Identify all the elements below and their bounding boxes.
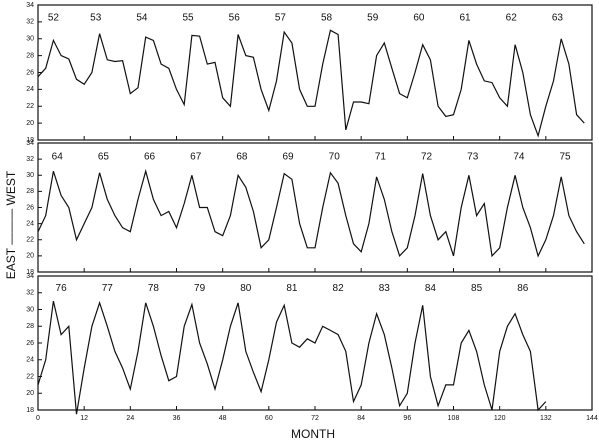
y-tick-label: 20 bbox=[26, 253, 34, 260]
y-tick-label: 34 bbox=[26, 273, 34, 280]
year-label: 69 bbox=[283, 151, 295, 162]
year-label: 74 bbox=[513, 151, 525, 162]
x-tick-label: 72 bbox=[311, 415, 319, 422]
year-label: 71 bbox=[375, 151, 387, 162]
y-tick-label: 26 bbox=[26, 69, 34, 76]
y-tick-label: 26 bbox=[26, 204, 34, 211]
x-tick-label: 132 bbox=[540, 415, 552, 422]
x-tick-label: 48 bbox=[219, 415, 227, 422]
data-line bbox=[37, 29, 585, 138]
x-tick-label: 84 bbox=[357, 415, 365, 422]
y-tick-label: 18 bbox=[26, 269, 34, 276]
year-label: 55 bbox=[182, 12, 194, 23]
y-tick-label: 24 bbox=[26, 220, 34, 227]
y-tick-label: 20 bbox=[26, 120, 34, 127]
year-label: 58 bbox=[321, 12, 333, 23]
x-tick-label: 36 bbox=[173, 415, 181, 422]
y-tick-label: 30 bbox=[26, 172, 34, 179]
x-tick-label: 0 bbox=[36, 415, 40, 422]
year-label: 75 bbox=[560, 151, 572, 162]
y-tick-label: 24 bbox=[26, 357, 34, 364]
x-tick-label: 96 bbox=[403, 415, 411, 422]
x-tick-label: 24 bbox=[126, 415, 134, 422]
y-tick-label: 34 bbox=[26, 2, 34, 9]
x-tick-label: 60 bbox=[265, 415, 273, 422]
year-label: 77 bbox=[102, 283, 114, 294]
panel-frame bbox=[37, 142, 593, 273]
x-tick-label: 144 bbox=[586, 415, 598, 422]
year-label: 86 bbox=[517, 283, 529, 294]
year-label: 80 bbox=[240, 283, 252, 294]
y-tick-label: 32 bbox=[26, 290, 34, 297]
year-label: 64 bbox=[52, 151, 64, 162]
year-label: 81 bbox=[286, 283, 298, 294]
year-label: 59 bbox=[367, 12, 379, 23]
year-label: 65 bbox=[98, 151, 110, 162]
y-tick-label: 32 bbox=[26, 19, 34, 26]
y-tick-label: 22 bbox=[26, 103, 34, 110]
year-label: 70 bbox=[329, 151, 341, 162]
y-tick-label: 22 bbox=[26, 373, 34, 380]
y-tick-label: 32 bbox=[26, 156, 34, 163]
year-label: 79 bbox=[194, 283, 206, 294]
y-tick-label: 28 bbox=[26, 188, 34, 195]
year-label: 72 bbox=[421, 151, 433, 162]
year-label: 76 bbox=[56, 283, 68, 294]
year-label: 62 bbox=[506, 12, 518, 23]
year-label: 68 bbox=[236, 151, 248, 162]
year-label: 85 bbox=[471, 283, 483, 294]
year-label: 52 bbox=[48, 12, 60, 23]
y-tick-label: 20 bbox=[26, 390, 34, 397]
year-label: 56 bbox=[229, 12, 241, 23]
y-tick-label: 18 bbox=[26, 137, 34, 144]
year-label: 53 bbox=[90, 12, 102, 23]
year-label: 54 bbox=[136, 12, 148, 23]
y-tick-label: 26 bbox=[26, 340, 34, 347]
year-label: 67 bbox=[190, 151, 202, 162]
year-label: 82 bbox=[333, 283, 345, 294]
y-tick-label: 28 bbox=[26, 52, 34, 59]
data-line bbox=[37, 168, 585, 258]
y-tick-label: 30 bbox=[26, 36, 34, 43]
year-label: 84 bbox=[425, 283, 437, 294]
x-tick-label: 12 bbox=[80, 415, 88, 422]
year-label: 83 bbox=[379, 283, 391, 294]
x-axis-label: MONTH bbox=[291, 427, 335, 441]
year-label: 57 bbox=[275, 12, 287, 23]
year-label: 61 bbox=[459, 12, 471, 23]
year-label: 63 bbox=[552, 12, 564, 23]
year-label: 66 bbox=[144, 151, 156, 162]
panel-frame bbox=[37, 4, 593, 141]
y-tick-label: 30 bbox=[26, 306, 34, 313]
x-tick-label: 120 bbox=[494, 415, 506, 422]
y-tick-label: 34 bbox=[26, 140, 34, 147]
year-label: 78 bbox=[148, 283, 160, 294]
y-axis-label: EAST ——— WEST bbox=[4, 170, 18, 279]
year-label: 73 bbox=[467, 151, 479, 162]
year-label: 60 bbox=[413, 12, 425, 23]
data-line bbox=[37, 300, 547, 415]
y-tick-label: 24 bbox=[26, 86, 34, 93]
y-tick-label: 28 bbox=[26, 323, 34, 330]
x-tick-label: 108 bbox=[448, 415, 460, 422]
y-tick-label: 22 bbox=[26, 237, 34, 244]
y-tick-label: 18 bbox=[26, 407, 34, 414]
